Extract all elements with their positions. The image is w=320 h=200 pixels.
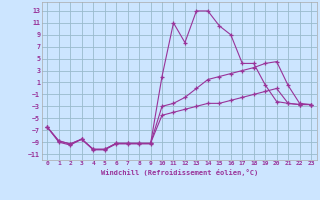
X-axis label: Windchill (Refroidissement éolien,°C): Windchill (Refroidissement éolien,°C) — [100, 169, 258, 176]
